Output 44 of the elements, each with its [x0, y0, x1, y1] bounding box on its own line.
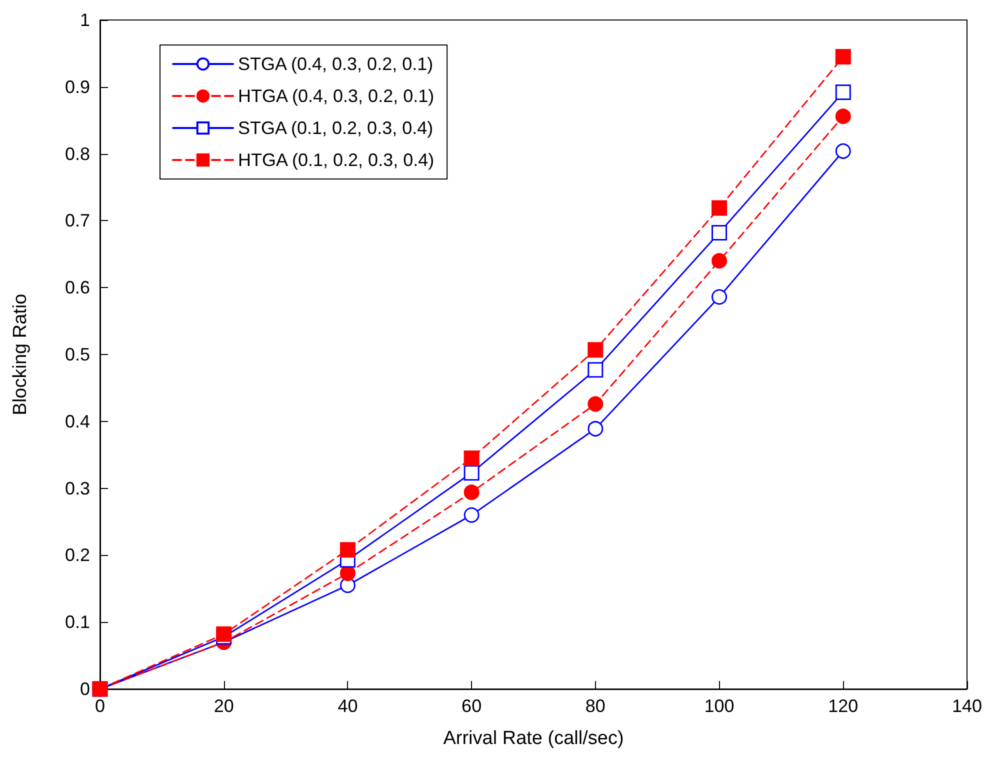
point [588, 421, 604, 437]
x-axis-title: Arrival Rate (call/sec) [443, 728, 624, 749]
y-tick-label: 1 [80, 10, 90, 30]
point [464, 450, 480, 466]
point [712, 200, 728, 216]
legend-label: STGA (0.4, 0.3, 0.2, 0.1) [238, 54, 434, 74]
point [464, 465, 480, 481]
point [588, 396, 604, 412]
x-tick-label: 100 [704, 696, 734, 716]
point [216, 626, 232, 642]
point [464, 484, 480, 500]
point [340, 566, 356, 582]
point [588, 342, 604, 358]
x-tick-label: 40 [338, 696, 358, 716]
legend-label: HTGA (0.1, 0.2, 0.3, 0.4) [238, 150, 434, 170]
y-tick-label: 0.9 [64, 76, 90, 97]
y-tick-label: 0.7 [64, 210, 90, 231]
point [340, 542, 356, 558]
point [835, 143, 851, 159]
legend-label: HTGA (0.4, 0.3, 0.2, 0.1) [238, 86, 434, 106]
y-axis-title: Blocking Ratio [10, 294, 31, 416]
point [835, 84, 851, 100]
point [588, 362, 604, 378]
x-tick-label: 140 [952, 696, 982, 716]
point [712, 224, 728, 240]
y-tick-label: 0.2 [64, 545, 90, 566]
x-tick-label: 120 [828, 696, 858, 716]
y-tick-label: 0 [80, 679, 90, 699]
y-tick-label: 0.6 [64, 278, 90, 298]
point [835, 108, 851, 124]
x-tick-label: 20 [214, 696, 234, 716]
y-tick-label: 0.3 [64, 478, 90, 498]
x-tick-label: 80 [585, 696, 606, 716]
y-tick-label: 0.5 [64, 344, 90, 364]
point [835, 49, 851, 65]
x-tick-label: 0 [94, 696, 106, 716]
y-tick-label: 0.4 [64, 411, 90, 432]
legend-label: STGA (0.1, 0.2, 0.3, 0.4) [238, 118, 434, 138]
y-tick-label: 0.1 [64, 612, 90, 632]
x-tick-label: 60 [462, 696, 482, 716]
point [712, 289, 728, 305]
y-tick-label: 0.8 [64, 144, 90, 164]
point [464, 507, 480, 523]
point [712, 253, 728, 269]
